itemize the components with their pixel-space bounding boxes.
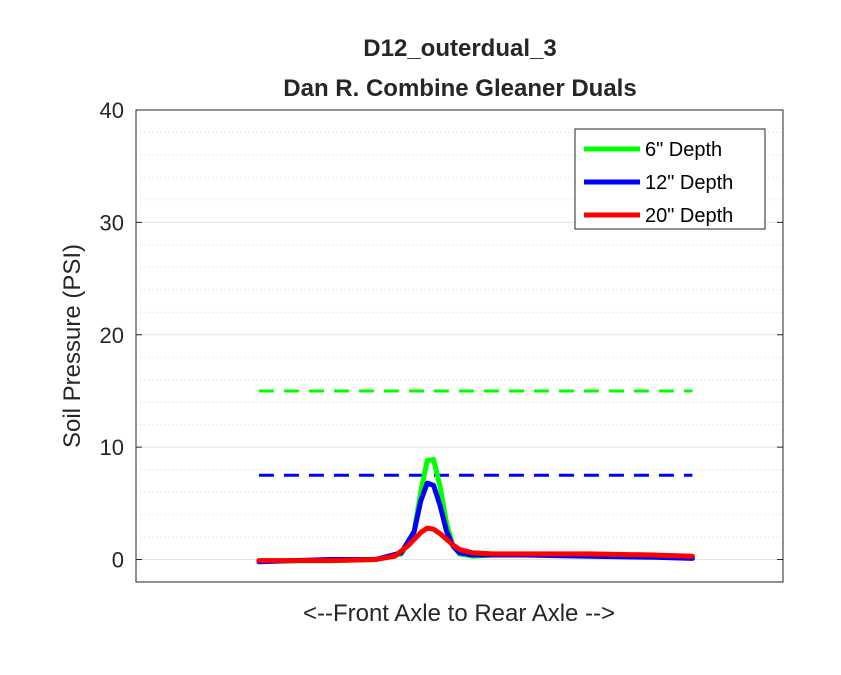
y-axis-label: Soil Pressure (PSI)	[59, 244, 86, 448]
reference-lines	[258, 389, 693, 477]
legend-entry-label: 20" Depth	[645, 205, 733, 227]
x-axis-label: <--Front Axle to Rear Axle -->	[303, 600, 615, 627]
chart-title-line-1: D12_outerdual_3	[363, 35, 556, 62]
legend: 6" Depth 12" Depth 20" Depth	[574, 128, 766, 230]
y-tick-label: 30	[100, 210, 124, 235]
legend-entry-label: 12" Depth	[645, 172, 733, 194]
legend-entry-label: 6" Depth	[645, 139, 722, 161]
legend-box	[574, 128, 766, 230]
series-line-3	[256, 525, 695, 564]
y-tick-label: 0	[112, 548, 124, 573]
plot-frame	[135, 109, 784, 583]
y-tick-label: 40	[100, 98, 124, 123]
y-tick-label: 20	[100, 323, 124, 348]
y-axis-ticks: 0 10 20 30 40	[100, 98, 783, 573]
series-lines	[256, 457, 695, 565]
y-tick-label: 10	[100, 435, 124, 460]
chart-title-line-2: Dan R. Combine Gleaner Duals	[283, 75, 636, 102]
